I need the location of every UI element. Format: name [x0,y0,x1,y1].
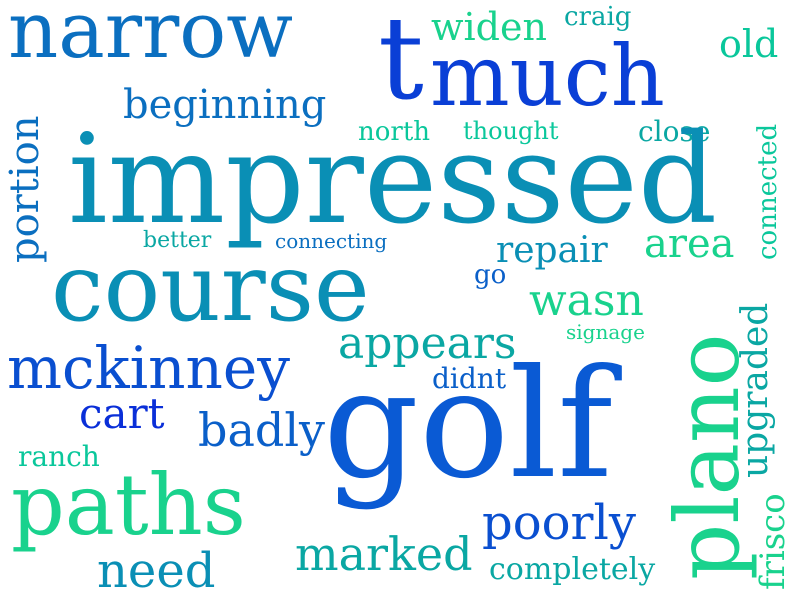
word-wasn: wasn [529,275,644,326]
word-frisco: frisco [753,493,793,590]
word-impressed: impressed [68,108,718,252]
word-course: course [51,234,370,343]
word-craig: craig [564,2,632,32]
word-widen: widen [431,5,547,49]
word-paths: paths [11,456,246,554]
word-completely: completely [489,552,656,587]
word-better: better [143,228,212,253]
word-poorly: poorly [482,495,636,551]
word-narrow: narrow [8,0,294,76]
word-repair: repair [496,230,608,271]
word-beginning: beginning [123,82,327,128]
word-north: north [358,117,431,147]
word-thought: thought [463,117,559,145]
word-connecting: connecting [275,229,388,253]
word-didnt: didnt [432,362,507,395]
word-signage: signage [566,320,645,344]
word-ranch: ranch [18,440,100,473]
word-connected: connected [753,123,783,260]
word-golf: golf [323,338,613,512]
word-area: area [644,221,735,267]
word-need: need [97,543,216,599]
word-portion: portion [2,115,48,263]
word-appears: appears [338,318,517,369]
word-marked: marked [295,527,473,581]
word-plano: plano [656,333,759,580]
word-old: old [719,22,779,66]
word-cart: cart [79,389,165,438]
word-mckinney: mckinney [7,334,290,402]
word-close: close [638,115,711,148]
word-much: much [430,27,665,125]
word-t: t [378,0,424,125]
word-badly: badly [198,403,326,457]
word-go: go [474,260,507,290]
